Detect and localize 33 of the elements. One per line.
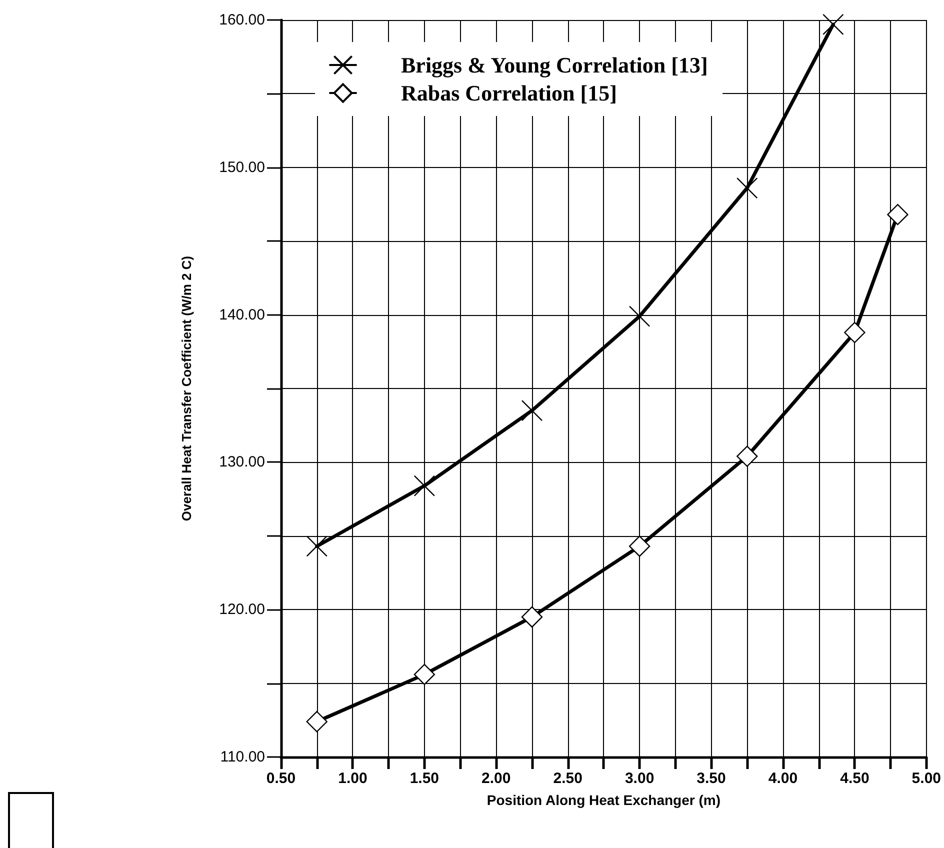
x-tick-label: 0.50 [266,770,296,787]
y-tick-label: 150.00 [219,158,265,176]
x-tick-label: 4.50 [840,770,870,787]
x-tick-label: 1.50 [410,770,440,787]
y-tick-label: 120.00 [219,601,265,618]
x-tick-label: 3.50 [696,770,726,787]
x-tick-label: 2.00 [482,770,511,787]
x-axis-title: Position Along Heat Exchanger (m) [486,792,721,808]
point [414,664,436,686]
y-tick-label: 160.00 [219,12,265,28]
x-tick-label: 5.00 [912,770,942,787]
point [306,536,328,557]
point [628,536,650,557]
y-tick-label: 130.00 [219,454,265,471]
y-tick-label: 140.00 [219,306,265,324]
y-axis-title: Overall Heat Transfer Coefficient (W/m 2 C) [179,256,194,522]
x-tick-label: 2.50 [553,770,582,787]
point [628,306,650,327]
point [736,446,758,467]
y-tick-label: 110.00 [220,748,265,766]
point [844,322,866,344]
x-tick-label: 3.00 [624,770,654,787]
point [887,204,908,226]
x-tick-label: 4.00 [768,770,798,787]
point [521,606,543,628]
point [521,400,543,422]
point [822,14,844,36]
legend-label: Rabas Correlation [15] [401,80,617,106]
x-tick-label: 1.00 [338,770,368,787]
point [736,177,758,199]
legend-label: Briggs & Young Correlation [13] [401,52,708,78]
point [306,711,328,732]
point [414,475,436,496]
